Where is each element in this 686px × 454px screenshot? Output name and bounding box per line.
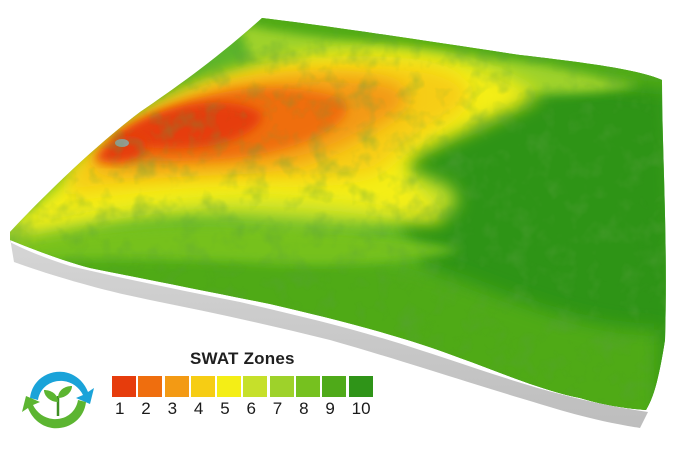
logo-leaf-left xyxy=(44,390,58,402)
map-base-wall xyxy=(10,238,648,428)
legend-swatch-row xyxy=(112,376,375,397)
legend-label-zone-9: 9 xyxy=(325,399,335,418)
legend-label-zone-8: 8 xyxy=(299,399,309,418)
legend-swatch-zone-1 xyxy=(112,376,136,397)
logo-leaf-right xyxy=(58,386,72,398)
logo-arrow-bottom xyxy=(22,396,86,429)
legend-title: SWAT Zones xyxy=(190,349,295,368)
legend-swatch-zone-7 xyxy=(269,376,294,397)
legend-label-zone-4: 4 xyxy=(193,399,204,418)
legend-swatch-zone-9 xyxy=(322,376,347,397)
legend-swatch-zone-3 xyxy=(164,376,189,397)
legend-swatch-zone-10 xyxy=(348,376,373,397)
legend-label-zone-5: 5 xyxy=(220,399,230,418)
legend-label-zone-7: 7 xyxy=(272,399,283,418)
legend-swatch-zone-4 xyxy=(190,376,215,397)
legend-swatch-zone-6 xyxy=(243,376,268,397)
legend-swatch-zone-5 xyxy=(217,376,242,397)
legend-label-zone-6: 6 xyxy=(246,399,256,418)
recycle-seedling-icon xyxy=(22,371,94,429)
swat-zones-legend: SWAT Zones 1 2 3 4 5 6 7 8 9 10 xyxy=(112,349,392,429)
legend-swatch-zone-2 xyxy=(138,376,163,397)
legend-label-row: 1 2 3 4 5 6 7 8 9 10 xyxy=(112,399,375,419)
logo-arrow-top xyxy=(30,371,94,404)
legend-label-zone-1: 1 xyxy=(115,399,125,418)
legend-swatch-zone-8 xyxy=(296,376,321,397)
legend-label-zone-10: 10 xyxy=(351,399,371,418)
legend-label-zone-2: 2 xyxy=(141,399,151,418)
legend-label-zone-3: 3 xyxy=(167,399,178,418)
